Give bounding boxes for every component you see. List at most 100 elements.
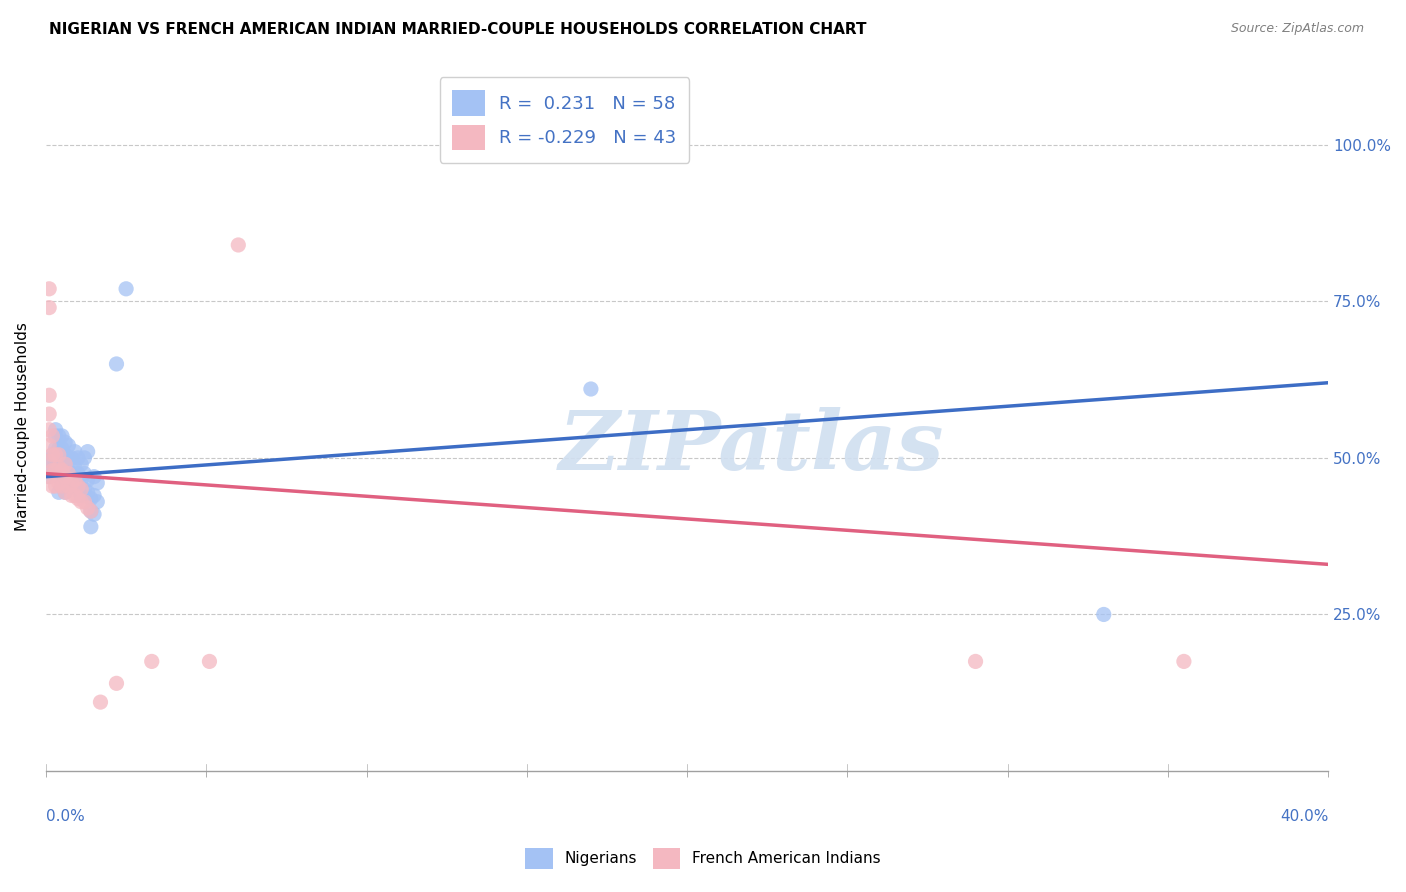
Point <box>60 450 83 465</box>
Point <box>60 479 83 493</box>
Point <box>73 494 96 508</box>
Point <box>105 676 128 690</box>
Point <box>58 479 80 493</box>
Point <box>53 457 76 471</box>
Point <box>45 479 67 493</box>
Point <box>60 488 83 502</box>
Point <box>41 450 63 465</box>
Point <box>51 442 73 456</box>
Point <box>48 460 70 475</box>
Text: ZIPatlas: ZIPatlas <box>558 408 943 487</box>
Point <box>76 501 98 516</box>
Point <box>63 444 86 458</box>
Point <box>45 463 67 477</box>
Point <box>73 450 96 465</box>
Point <box>48 429 70 443</box>
Point <box>66 450 89 465</box>
Point <box>53 485 76 500</box>
Point <box>38 282 60 296</box>
Point <box>53 460 76 475</box>
Point <box>58 438 80 452</box>
Legend: R =  0.231   N = 58, R = -0.229   N = 43: R = 0.231 N = 58, R = -0.229 N = 43 <box>440 78 689 163</box>
Text: 40.0%: 40.0% <box>1279 808 1329 823</box>
Point <box>48 460 70 475</box>
Point <box>45 442 67 456</box>
Point <box>51 429 73 443</box>
Point <box>965 655 987 669</box>
Point <box>45 450 67 465</box>
Text: NIGERIAN VS FRENCH AMERICAN INDIAN MARRIED-COUPLE HOUSEHOLDS CORRELATION CHART: NIGERIAN VS FRENCH AMERICAN INDIAN MARRI… <box>49 22 866 37</box>
Point <box>53 448 76 462</box>
Point <box>41 463 63 477</box>
Point <box>51 454 73 468</box>
Point <box>53 435 76 450</box>
Y-axis label: Married-couple Households: Married-couple Households <box>15 322 30 531</box>
Point <box>58 450 80 465</box>
Point <box>38 454 60 468</box>
Point <box>58 467 80 481</box>
Point <box>45 457 67 471</box>
Point <box>105 357 128 371</box>
Point <box>70 494 93 508</box>
Point <box>51 463 73 477</box>
Point <box>48 448 70 462</box>
Point <box>58 475 80 490</box>
Point <box>51 479 73 493</box>
Point <box>51 467 73 481</box>
Point <box>63 473 86 487</box>
Point <box>80 504 103 518</box>
Text: 0.0%: 0.0% <box>46 808 84 823</box>
Point <box>63 488 86 502</box>
Point <box>53 469 76 483</box>
Point <box>89 695 111 709</box>
Point <box>45 423 67 437</box>
Point <box>53 485 76 500</box>
Point <box>45 429 67 443</box>
Point <box>66 491 89 506</box>
Point <box>66 467 89 481</box>
Point <box>38 469 60 483</box>
Point <box>63 475 86 490</box>
Point <box>66 479 89 493</box>
Point <box>38 388 60 402</box>
Point <box>38 423 60 437</box>
Point <box>41 479 63 493</box>
Point <box>38 301 60 315</box>
Point <box>76 473 98 487</box>
Point <box>63 460 86 475</box>
Point <box>58 463 80 477</box>
Point <box>1173 655 1195 669</box>
Legend: Nigerians, French American Indians: Nigerians, French American Indians <box>519 841 887 875</box>
Point <box>80 520 103 534</box>
Point <box>76 485 98 500</box>
Point <box>60 475 83 490</box>
Point <box>45 448 67 462</box>
Point <box>48 469 70 483</box>
Point <box>86 475 108 490</box>
Point <box>60 467 83 481</box>
Point <box>83 469 105 483</box>
Point <box>115 282 138 296</box>
Point <box>41 448 63 462</box>
Point <box>83 488 105 502</box>
Point <box>38 469 60 483</box>
Point <box>73 467 96 481</box>
Point <box>48 442 70 456</box>
Point <box>53 473 76 487</box>
Point <box>48 450 70 465</box>
Point <box>141 655 163 669</box>
Point <box>38 407 60 421</box>
Point <box>76 444 98 458</box>
Point <box>579 382 602 396</box>
Text: Source: ZipAtlas.com: Source: ZipAtlas.com <box>1230 22 1364 36</box>
Point <box>70 482 93 496</box>
Point <box>198 655 221 669</box>
Point <box>51 479 73 493</box>
Point <box>41 429 63 443</box>
Point <box>70 457 93 471</box>
Point <box>70 488 93 502</box>
Point <box>73 482 96 496</box>
Point <box>80 491 103 506</box>
Point <box>48 485 70 500</box>
Point <box>41 448 63 462</box>
